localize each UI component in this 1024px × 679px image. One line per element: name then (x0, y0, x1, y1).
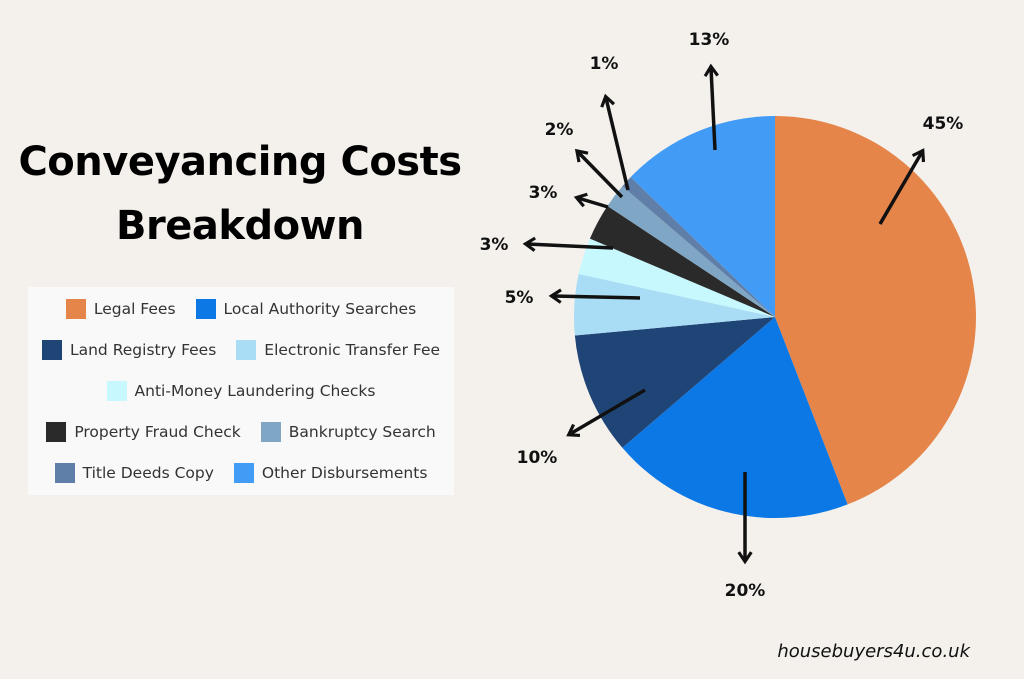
legend-label: Electronic Transfer Fee (264, 341, 441, 359)
data-label: 3% (480, 235, 509, 255)
legend-row: Title Deeds Copy Other Disbursements (28, 463, 454, 483)
callout-arrow (878, 148, 926, 225)
callout-arrow (566, 388, 646, 438)
pie-slice (775, 116, 976, 505)
legend-item-bankruptcy: Bankruptcy Search (260, 422, 436, 442)
pie-slice (630, 116, 775, 317)
legend-item-title-deeds: Title Deeds Copy (54, 463, 214, 483)
pie-slice (578, 238, 775, 317)
legend-row: Anti-Money Laundering Checks (28, 381, 454, 401)
legend-label: Bankruptcy Search (288, 423, 436, 441)
legend-item-other: Other Disbursements (233, 463, 428, 483)
chart-title: Conveyancing Costs Breakdown (0, 130, 480, 258)
title-line-2: Breakdown (116, 203, 364, 249)
pie-slice (622, 317, 848, 518)
callout-arrow (600, 93, 630, 191)
legend: Legal Fees Local Authority Searches Land… (28, 287, 454, 495)
legend-swatch (41, 340, 62, 360)
callout-arrow (574, 148, 624, 199)
legend-swatch (195, 299, 216, 319)
pie-slice (622, 177, 775, 317)
pie-slice (607, 186, 775, 317)
legend-label: Title Deeds Copy (82, 464, 214, 482)
data-label: 3% (529, 183, 558, 203)
callout-arrow (703, 63, 719, 151)
legend-label: Land Registry Fees (69, 341, 217, 359)
legend-label: Legal Fees (93, 300, 176, 318)
data-label: 20% (725, 581, 766, 601)
legend-item-land-registry: Land Registry Fees (41, 340, 217, 360)
pie-slice (574, 273, 775, 336)
legend-swatch (233, 463, 254, 483)
legend-row: Land Registry Fees Electronic Transfer F… (28, 340, 454, 360)
legend-swatch (65, 299, 86, 319)
callout-arrow (522, 236, 614, 252)
legend-item-legal-fees: Legal Fees (65, 299, 176, 319)
legend-swatch (106, 381, 127, 401)
data-label: 1% (590, 54, 619, 74)
legend-swatch (46, 422, 67, 442)
legend-item-aml: Anti-Money Laundering Checks (106, 381, 376, 401)
legend-label: Local Authority Searches (223, 300, 417, 318)
legend-label: Property Fraud Check (74, 423, 241, 441)
data-label: 45% (923, 114, 964, 134)
data-label: 5% (505, 288, 534, 308)
legend-swatch (54, 463, 75, 483)
legend-swatch (236, 340, 257, 360)
pie-slice (589, 205, 775, 317)
data-label: 10% (517, 448, 558, 468)
legend-label: Anti-Money Laundering Checks (134, 382, 376, 400)
data-label: 2% (545, 120, 574, 140)
legend-row: Legal Fees Local Authority Searches (28, 299, 454, 319)
data-label: 13% (689, 30, 730, 50)
credit-text: housebuyers4u.co.uk (777, 641, 970, 662)
callout-arrow (548, 288, 641, 304)
legend-label: Other Disbursements (261, 464, 428, 482)
pie-slice (574, 317, 775, 448)
legend-item-property-fraud: Property Fraud Check (46, 422, 241, 442)
legend-row: Property Fraud Check Bankruptcy Search (28, 422, 454, 442)
legend-swatch (260, 422, 281, 442)
callout-arrow (573, 192, 609, 209)
legend-item-local-authority: Local Authority Searches (195, 299, 417, 319)
legend-item-electronic-transfer: Electronic Transfer Fee (236, 340, 440, 360)
title-line-1: Conveyancing Costs (18, 139, 462, 185)
